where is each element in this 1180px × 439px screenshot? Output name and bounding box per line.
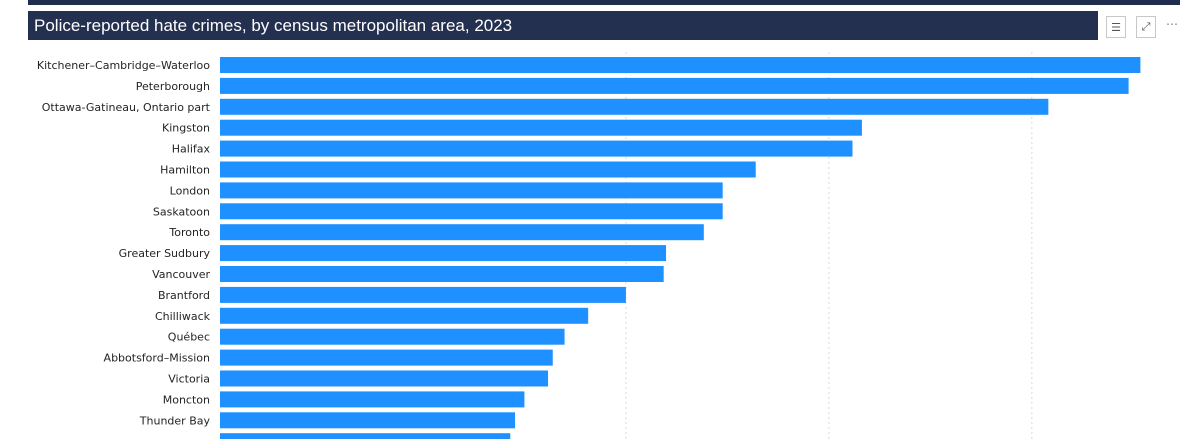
bar[interactable] xyxy=(220,370,549,387)
bar[interactable] xyxy=(220,412,515,429)
category-label: Vancouver xyxy=(152,268,210,281)
bar[interactable] xyxy=(220,119,862,136)
visual-header: Police-reported hate crimes, by census m… xyxy=(28,11,1098,40)
category-label: London xyxy=(170,184,210,197)
category-label: Toronto xyxy=(168,226,210,239)
focus-mode-button[interactable]: ⤢ xyxy=(1136,16,1156,38)
bar[interactable] xyxy=(220,182,723,199)
focus-mode-icon: ⤢ xyxy=(1141,20,1151,33)
bar[interactable] xyxy=(220,266,664,282)
category-label: Kitchener–Cambridge–Waterloo xyxy=(37,59,210,72)
category-label: Chilliwack xyxy=(155,310,211,323)
category-label: Halifax xyxy=(172,143,211,156)
bar[interactable] xyxy=(220,433,511,439)
category-label: Kingston xyxy=(162,122,210,135)
category-label: Moncton xyxy=(163,393,210,406)
bar[interactable] xyxy=(220,77,1129,94)
category-label: Victoria xyxy=(168,373,210,386)
category-label: Abbotsford–Mission xyxy=(104,352,210,365)
bar[interactable] xyxy=(220,224,704,241)
bar[interactable] xyxy=(220,57,1141,73)
bar[interactable] xyxy=(220,391,525,408)
bar[interactable] xyxy=(220,140,853,157)
filter-icon: ☰ xyxy=(1111,20,1121,34)
category-label: Saskatoon xyxy=(153,205,210,218)
filter-button[interactable]: ☰ xyxy=(1106,16,1126,38)
bar[interactable] xyxy=(220,98,1049,115)
bar[interactable] xyxy=(220,286,626,303)
bar[interactable] xyxy=(220,161,756,178)
category-label: Québec xyxy=(168,331,210,344)
bar[interactable] xyxy=(220,203,723,220)
more-options-icon: ⋯ xyxy=(1166,17,1178,31)
top-rule xyxy=(28,0,1180,5)
bar[interactable] xyxy=(220,328,565,345)
more-options-button[interactable]: ⋯ xyxy=(1166,17,1180,37)
bar[interactable] xyxy=(220,307,589,324)
category-label: Peterborough xyxy=(136,80,210,93)
category-label: Greater Sudbury xyxy=(119,247,211,260)
chart-title: Police-reported hate crimes, by census m… xyxy=(34,16,513,35)
bar[interactable] xyxy=(220,349,553,366)
category-label: Brantford xyxy=(158,289,210,302)
category-label: Ottawa-Gatineau, Ontario part xyxy=(42,101,211,114)
category-label: Hamilton xyxy=(160,164,210,177)
bar[interactable] xyxy=(220,245,667,262)
category-label: Thunder Bay xyxy=(139,414,211,427)
